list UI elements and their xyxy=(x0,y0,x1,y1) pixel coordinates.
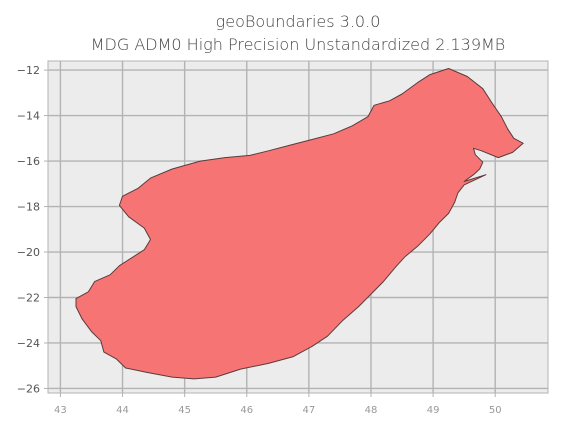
x-tick-label: 45 xyxy=(178,405,191,416)
x-tick-label: 48 xyxy=(365,405,378,416)
x-axis: 43 44 45 46 47 48 49 50 xyxy=(54,393,502,416)
chart-title: geoBoundaries 3.0.0 xyxy=(216,12,381,31)
x-tick-label: 46 xyxy=(240,405,253,416)
y-tick-label: −14 xyxy=(17,110,40,123)
y-tick-label: −26 xyxy=(17,382,40,395)
y-tick-label: −18 xyxy=(17,201,40,214)
x-tick-label: 50 xyxy=(489,405,502,416)
y-tick-label: −24 xyxy=(17,337,40,350)
y-axis: −12 −14 −16 −18 −20 −22 −24 −26 xyxy=(17,64,48,395)
y-tick-label: −12 xyxy=(17,64,40,77)
x-tick-label: 44 xyxy=(116,405,129,416)
y-tick-label: −16 xyxy=(17,155,40,168)
y-tick-label: −20 xyxy=(17,246,40,259)
x-tick-label: 49 xyxy=(427,405,440,416)
plot-frame xyxy=(47,60,549,394)
x-tick-label: 43 xyxy=(54,405,67,416)
madagascar-country-shape xyxy=(75,68,524,380)
y-tick-label: −22 xyxy=(17,291,40,304)
x-tick-label: 47 xyxy=(303,405,316,416)
chart-subtitle: MDG ADM0 High Precision Unstandardized 2… xyxy=(91,35,506,54)
